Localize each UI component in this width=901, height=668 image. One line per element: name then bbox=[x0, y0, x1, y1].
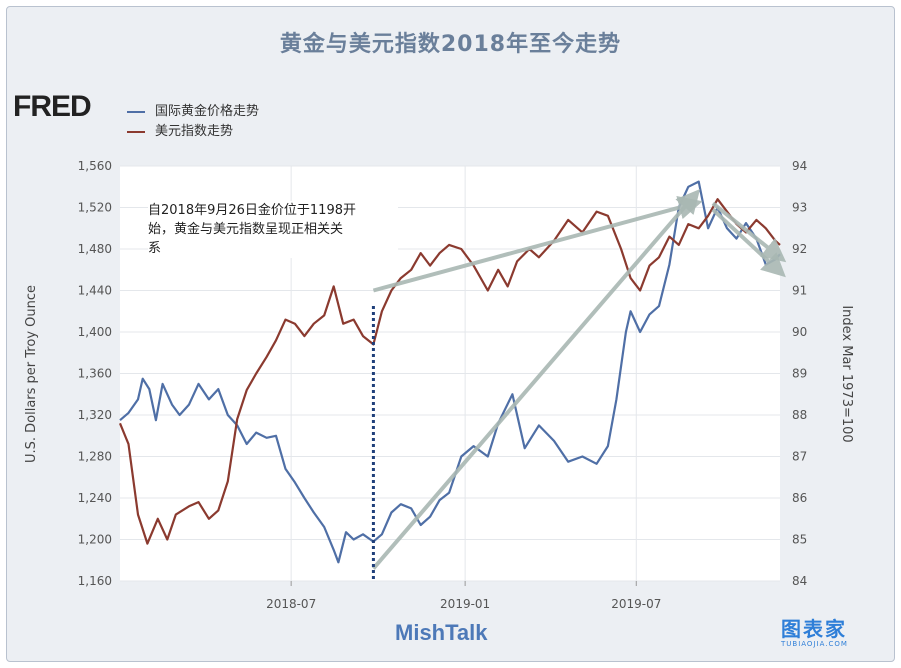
x-tick-label: 2019-07 bbox=[611, 597, 661, 611]
left-y-tick-label: 1,240 bbox=[78, 491, 112, 505]
annotation-line-3: 系 bbox=[148, 239, 398, 258]
left-y-axis: 1,560 1,520 1,480 1,440 1,400 1,360 1,320 1,280… bbox=[78, 159, 112, 588]
right-y-tick-label: 93 bbox=[792, 201, 807, 215]
right-y-tick-label: 86 bbox=[792, 491, 807, 505]
tubiaojia-logo: 图表家 TUBIAOJIA.COM bbox=[781, 613, 871, 653]
right-axis-title: Index Mar 1973=100 bbox=[839, 305, 854, 442]
logo-sub-text: TUBIAOJIA.COM bbox=[781, 640, 871, 648]
left-y-tick-label: 1,320 bbox=[78, 408, 112, 422]
right-y-tick-label: 94 bbox=[792, 159, 807, 173]
left-axis-title: U.S. Dollars per Troy Ounce bbox=[24, 285, 39, 463]
annotation-box: 自2018年9月26日金价位于1198开 始，黄金与美元指数呈现正相关关 系 bbox=[148, 201, 398, 258]
right-y-tick-label: 88 bbox=[792, 408, 807, 422]
left-y-tick-label: 1,280 bbox=[78, 450, 112, 464]
right-y-tick-label: 87 bbox=[792, 450, 807, 464]
annotation-line-2: 始，黄金与美元指数呈现正相关关 bbox=[148, 220, 398, 239]
right-y-tick-label: 91 bbox=[792, 284, 807, 298]
x-axis: 2018-07 2019-01 2019-07 bbox=[266, 581, 661, 611]
annotation-line-1: 自2018年9月26日金价位于1198开 bbox=[148, 201, 398, 220]
logo-main-text: 图表家 bbox=[781, 613, 871, 642]
left-y-tick-label: 1,400 bbox=[78, 325, 112, 339]
left-y-tick-label: 1,520 bbox=[78, 201, 112, 215]
mishtalk-watermark: MishTalk bbox=[395, 620, 488, 646]
right-y-tick-label: 84 bbox=[792, 574, 807, 588]
left-y-tick-label: 1,480 bbox=[78, 242, 112, 256]
left-y-tick-label: 1,200 bbox=[78, 533, 112, 547]
left-y-tick-label: 1,560 bbox=[78, 159, 112, 173]
left-y-tick-label: 1,160 bbox=[78, 574, 112, 588]
right-y-tick-label: 89 bbox=[792, 367, 807, 381]
x-tick-label: 2019-01 bbox=[440, 597, 490, 611]
right-y-axis: 94 93 92 91 90 89 88 87 86 85 84 bbox=[792, 159, 807, 588]
left-y-tick-label: 1,360 bbox=[78, 367, 112, 381]
x-tick-label: 2018-07 bbox=[266, 597, 316, 611]
right-y-tick-label: 85 bbox=[792, 533, 807, 547]
right-y-tick-label: 90 bbox=[792, 325, 807, 339]
left-y-tick-label: 1,440 bbox=[78, 284, 112, 298]
right-y-tick-label: 92 bbox=[792, 242, 807, 256]
